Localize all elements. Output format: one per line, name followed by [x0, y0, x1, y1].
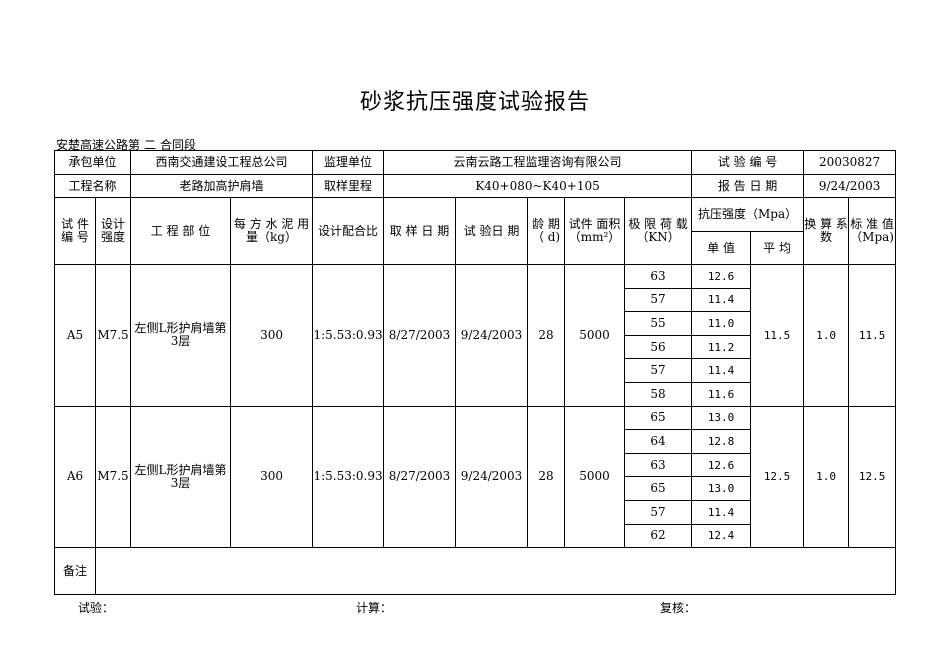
table-row: 64 12.8 [55, 429, 896, 454]
test-date: 9/24/2003 [455, 264, 529, 407]
remarks-label: 备注 [54, 547, 96, 596]
load-value: 65 [624, 405, 693, 431]
contractor-label: 承包单位 [53, 150, 132, 175]
supervisor-value: 云南云路工程监理咨询有限公司 [383, 150, 693, 175]
tester-label: 试验： [78, 601, 115, 615]
table-row: 62 12.4 [55, 523, 896, 549]
project-label: 工程名称 [53, 174, 132, 198]
single-strength: 12.6 [691, 452, 752, 478]
load-value: 62 [624, 523, 693, 549]
header-mix-ratio: 设计配合比 [312, 197, 385, 265]
header-location: 工 程 部 位 [130, 197, 232, 265]
area: 5000 [564, 264, 626, 407]
calculator-label: 计算： [356, 601, 393, 615]
design-strength: M7.5 [94, 264, 132, 407]
chainage-label: 取样里程 [312, 174, 385, 198]
single-strength: 11.4 [691, 358, 752, 383]
table-row: 57 11.4 [55, 499, 896, 525]
header-average: 平 均 [750, 231, 805, 265]
conversion-factor: 1.0 [803, 264, 850, 407]
age: 28 [527, 264, 566, 407]
standard-value: 12.5 [848, 405, 897, 549]
design-strength: M7.5 [94, 405, 132, 549]
report-table: 承包单位 西南交通建设工程总公司 监理单位 云南云路工程监理咨询有限公司 试 验… [53, 150, 897, 596]
load-value: 55 [624, 311, 693, 336]
page-title: 砂浆抗压强度试验报告 [359, 90, 590, 115]
header-load: 极 限 荷 载（KN） [624, 197, 693, 265]
single-strength: 12.6 [691, 264, 752, 289]
table-row: A6 M7.5 左侧L形护肩墙第3层 300 1:5.53:0.93 8/27/2003 9… [54, 405, 897, 549]
header-standard: 标 准 值 （Mpa) [848, 197, 897, 265]
header-strength: 抗压强度（Mpa） [691, 197, 805, 232]
table-row: A5 M7.5 左侧L形护肩墙第3层 300 1:5.53:0.93 8/27/2003 9… [54, 264, 897, 407]
area: 5000 [564, 405, 626, 549]
report-date-label: 报 告 日 期 [691, 174, 805, 198]
section-suffix: 合同段 [160, 138, 197, 152]
header-area: 试件 面积（mm²） [564, 197, 626, 265]
single-strength: 11.0 [691, 311, 752, 336]
single-strength: 13.0 [691, 405, 752, 431]
load-value: 57 [624, 287, 693, 313]
supervisor-label: 监理单位 [312, 150, 385, 175]
header-design-strength: 设计 强度 [94, 197, 132, 265]
section-number: 二 [144, 138, 157, 152]
header-cement: 每 方 水 泥 用 量（kg） [230, 197, 314, 265]
table-row: 55 11.0 [55, 311, 896, 336]
header-single: 单 值 [691, 231, 752, 265]
reviewer-label: 复核： [660, 601, 697, 615]
single-strength: 13.0 [691, 476, 752, 501]
single-strength: 11.4 [691, 499, 752, 525]
single-strength: 12.8 [691, 429, 752, 454]
test-no-value: 20030827 [803, 150, 897, 175]
single-strength: 11.6 [691, 381, 752, 407]
load-value: 58 [624, 381, 693, 407]
cement: 300 [230, 405, 314, 549]
load-value: 57 [624, 499, 693, 525]
load-value: 64 [624, 429, 693, 454]
section-prefix: 安楚高速公路第 [56, 138, 141, 152]
location: 左侧L形护肩墙第3层 [130, 405, 232, 549]
table-row: 57 11.4 [55, 287, 896, 313]
specimen-no: A6 [54, 405, 96, 549]
load-value: 65 [624, 476, 693, 501]
table-row: 63 12.6 [55, 452, 896, 478]
test-date: 9/24/2003 [455, 405, 529, 549]
load-value: 63 [624, 452, 693, 478]
table-row: 56 11.2 [55, 334, 896, 360]
load-value: 57 [624, 358, 693, 383]
average-strength: 11.5 [750, 264, 805, 407]
project-value: 老路加高护肩墙 [130, 174, 314, 198]
cement: 300 [230, 264, 314, 407]
test-no-label: 试 验 编 号 [691, 150, 805, 175]
single-strength: 11.4 [691, 287, 752, 313]
header-specimen-no: 试 件 编 号 [54, 197, 96, 265]
report-date-value: 9/24/2003 [803, 174, 897, 198]
conversion-factor: 1.0 [803, 405, 850, 549]
table-row: 65 13.0 [55, 476, 896, 501]
standard-value: 11.5 [848, 264, 897, 407]
table-row: 57 11.4 [55, 358, 896, 383]
sample-date: 8/27/2003 [383, 405, 457, 549]
mix-ratio: 1:5.53:0.93 [312, 264, 385, 407]
contractor-value: 西南交通建设工程总公司 [130, 150, 314, 175]
load-value: 63 [624, 264, 693, 289]
location: 左侧L形护肩墙第3层 [130, 264, 232, 407]
remarks-value[interactable] [94, 547, 897, 596]
contract-section: 安楚高速公路第二合同段 [56, 136, 196, 153]
header-factor: 换 算 系 数 [803, 197, 850, 265]
header-test-date: 试 验日 期 [455, 197, 529, 265]
table-row: 58 11.6 [55, 381, 896, 407]
age: 28 [527, 405, 566, 549]
header-age: 龄 期（ d) [527, 197, 566, 265]
chainage-value: K40+080~K40+105 [383, 174, 693, 198]
single-strength: 11.2 [691, 334, 752, 360]
single-strength: 12.4 [691, 523, 752, 549]
header-sample-date: 取 样 日 期 [383, 197, 457, 265]
average-strength: 12.5 [750, 405, 805, 549]
specimen-no: A5 [54, 264, 96, 407]
load-value: 56 [624, 334, 693, 360]
mix-ratio: 1:5.53:0.93 [312, 405, 385, 549]
sample-date: 8/27/2003 [383, 264, 457, 407]
